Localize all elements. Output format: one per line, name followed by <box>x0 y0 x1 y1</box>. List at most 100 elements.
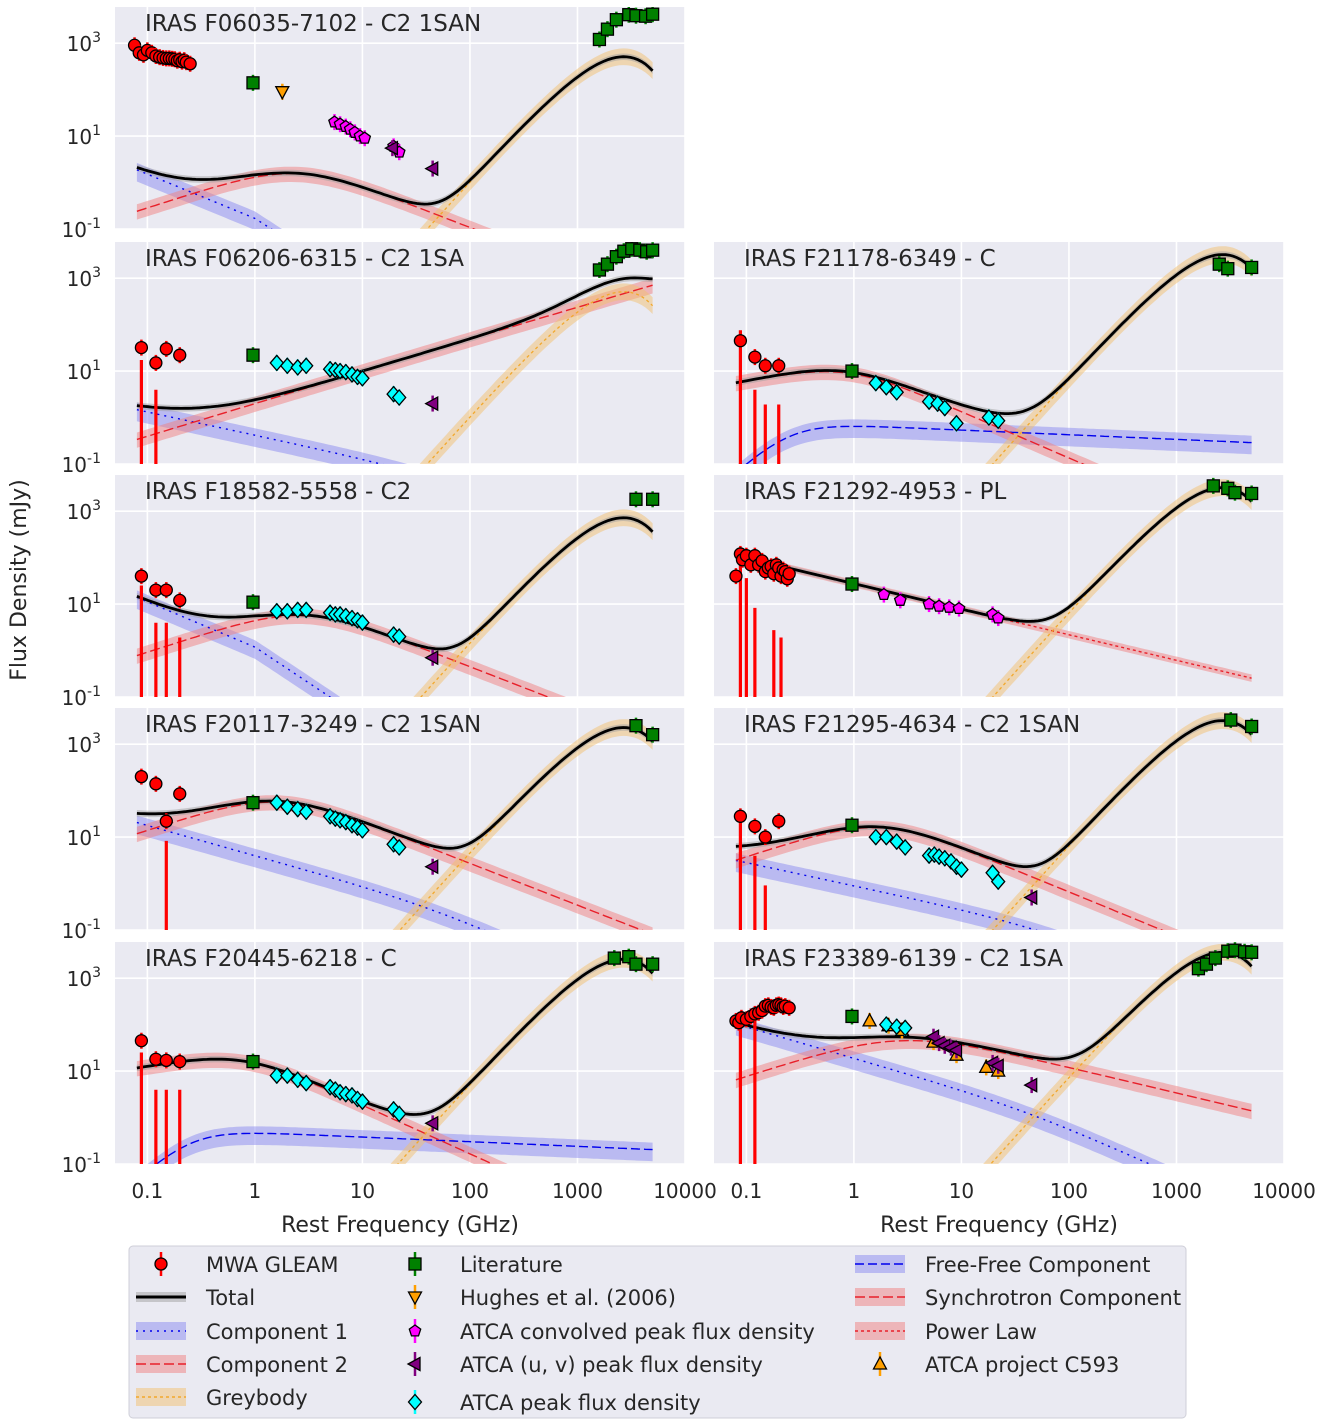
data-point-peak <box>279 357 295 375</box>
legend-label: Free-Free Component <box>925 1253 1150 1277</box>
data-point-mwa <box>733 334 748 348</box>
series-uv <box>424 395 439 412</box>
data-point-lit <box>246 595 260 609</box>
panel-title: IRAS F20117-3249 - C2 1SAN <box>145 712 481 738</box>
legend-entry-c593: ATCA project C593 <box>872 1352 1119 1377</box>
legend-entry-grey: Greybody <box>136 1386 308 1410</box>
panel-4: IRAS F18582-5558 - C2 10-1 101 103 <box>62 475 686 710</box>
series-uv <box>1023 889 1038 906</box>
y-tick-label: 10-1 <box>62 216 101 242</box>
data-point-lit <box>845 364 859 378</box>
legend-marker <box>872 1355 888 1370</box>
data-point-peak <box>990 873 1006 891</box>
data-point-lit <box>645 957 660 971</box>
data-point-mwa <box>173 348 187 362</box>
series-peak <box>878 1016 913 1037</box>
legend-label: MWA GLEAM <box>206 1253 339 1277</box>
x-tick-label: 100 <box>1050 1179 1088 1203</box>
data-point-peak <box>355 821 370 839</box>
panel-5: IRAS F21292-4953 - PL <box>714 475 1285 698</box>
data-point-peak <box>391 628 407 646</box>
legend-label: Synchrotron Component <box>925 1286 1181 1310</box>
legend-entry-lit: Literature <box>408 1252 563 1277</box>
data-point-mwa <box>159 814 173 828</box>
legend-label: Literature <box>460 1253 563 1277</box>
legend-entry-hughes: Hughes et al. (2006) <box>407 1285 676 1310</box>
data-point-mwa <box>173 593 187 608</box>
total-line <box>735 253 1253 415</box>
data-point-peak <box>355 614 370 632</box>
legend-label: Component 2 <box>206 1353 348 1377</box>
data-point-mwa <box>729 569 743 583</box>
panels-layer: IRAS F06035-7102 - C2 1SAN10-1101103IRAS… <box>62 7 1316 1203</box>
series-lit <box>845 942 1259 1025</box>
data-point-conv <box>358 131 372 144</box>
legend-label: Total <box>205 1286 255 1310</box>
data-point-lit <box>246 76 260 90</box>
data-point-hughes <box>274 86 290 101</box>
data-point-mwa <box>758 359 772 373</box>
data-point-mwa <box>748 819 762 834</box>
data-point-peak <box>391 1105 407 1123</box>
data-point-mwa <box>149 356 163 370</box>
plot-area <box>134 242 660 464</box>
data-point-peak <box>269 1067 285 1085</box>
y-tick-label: 103 <box>67 30 101 56</box>
data-point-conv <box>991 611 1005 624</box>
component2-line <box>735 1039 1252 1112</box>
x-tick-label: 0.1 <box>131 1179 163 1203</box>
data-point-peak <box>269 354 285 372</box>
series-lit <box>246 7 660 91</box>
legend-band <box>136 1322 186 1340</box>
series-conv <box>877 586 1005 627</box>
data-point-peak <box>391 389 407 406</box>
legend-label: Greybody <box>206 1386 308 1410</box>
series-peak <box>269 354 407 406</box>
total-line <box>735 950 1253 1061</box>
legend-label: Power Law <box>925 1320 1037 1344</box>
panel-background <box>115 942 685 1164</box>
data-point-lit <box>246 796 260 810</box>
component2-band <box>136 795 653 930</box>
data-point-lit <box>609 13 624 27</box>
series-lit <box>246 717 660 811</box>
series-lit <box>246 491 660 611</box>
panel-6: IRAS F20117-3249 - C2 1SAN 10-1 101 103 <box>62 708 686 943</box>
legend-label: Hughes et al. (2006) <box>460 1286 676 1310</box>
total-line <box>136 726 654 850</box>
y-tick-label: 103 <box>67 265 101 291</box>
legend-entry-pl: Power Law <box>855 1320 1037 1344</box>
y-tick-label: 103 <box>67 498 101 524</box>
panel-3: IRAS F21178-6349 - C <box>714 242 1285 465</box>
y-tick-label: 10-1 <box>62 1151 101 1177</box>
y-tick-label: 103 <box>67 965 101 991</box>
data-point-peak <box>937 399 953 417</box>
plot-area <box>729 942 1259 1164</box>
data-point-lit <box>1244 945 1259 959</box>
panel-1: IRAS F06035-7102 - C2 1SAN 10-1 101 103 <box>62 7 686 242</box>
data-point-lit <box>645 7 660 21</box>
x-tick-label: 100 <box>451 1179 489 1203</box>
series-mwa <box>134 568 187 697</box>
data-point-peak <box>949 414 964 432</box>
series-lit <box>845 477 1259 593</box>
data-point-lit <box>645 243 660 257</box>
data-point-c593 <box>978 1059 994 1074</box>
total-line <box>136 55 654 206</box>
total-band <box>136 514 653 653</box>
data-point-mwa <box>159 1053 173 1068</box>
y-tick-label: 10-1 <box>62 451 101 477</box>
legend-label: ATCA (u, v) peak flux density <box>460 1353 763 1377</box>
plot-area <box>127 7 660 229</box>
component1-band <box>147 1126 653 1164</box>
series-lit <box>845 256 1259 380</box>
data-point-lit <box>1208 951 1223 965</box>
data-point-peak <box>889 383 905 401</box>
data-point-uv <box>424 1115 439 1131</box>
series-uv <box>424 649 439 666</box>
data-point-peak <box>391 838 407 856</box>
legend-band <box>136 1355 186 1373</box>
data-point-peak <box>868 374 884 392</box>
series-peak <box>868 374 1006 432</box>
